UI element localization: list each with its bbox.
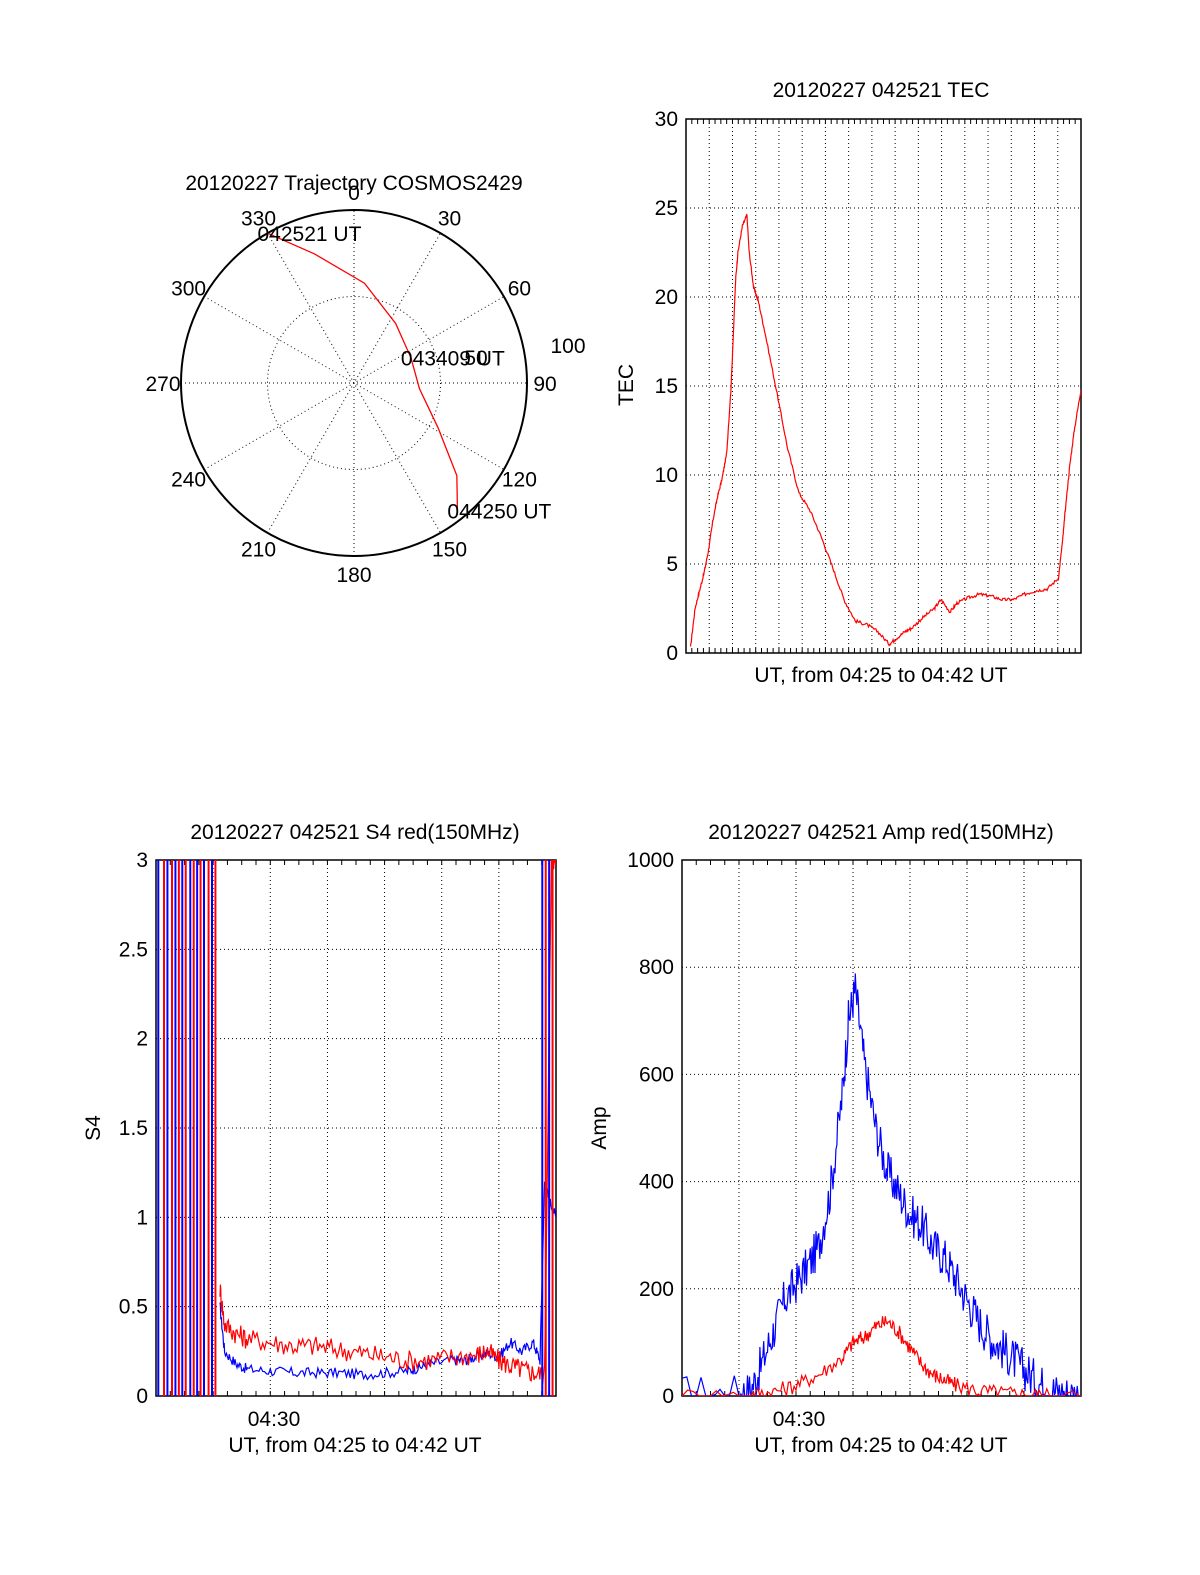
amp-xtick-label: 04:30 bbox=[773, 1408, 826, 1431]
amp-ytick-label: 800 bbox=[639, 956, 674, 979]
radial-label-50: 50 bbox=[464, 347, 487, 370]
azimuth-label-90: 90 bbox=[533, 373, 556, 396]
s4-ytick-label: 0 bbox=[136, 1385, 148, 1408]
tec-ytick-label: 10 bbox=[655, 464, 678, 487]
trajectory-track bbox=[267, 232, 459, 511]
amp-ytick-label: 600 bbox=[639, 1063, 674, 1086]
amp-series-1 bbox=[682, 1316, 1081, 1396]
polar-spoke-150 bbox=[267, 232, 441, 534]
s4-xlabel: UT, from 04:25 to 04:42 UT bbox=[228, 1434, 481, 1457]
azimuth-label-60: 60 bbox=[508, 278, 531, 301]
tec-frame bbox=[685, 118, 1082, 654]
azimuth-label-180: 180 bbox=[336, 564, 371, 587]
trajectory-annotation-0: 042521 UT bbox=[258, 223, 362, 246]
tec-panel: 20120227 042521 TEC UT, from 04:25 to 04… bbox=[615, 79, 1082, 687]
azimuth-label-300: 300 bbox=[171, 278, 206, 301]
azimuth-label-30: 30 bbox=[438, 208, 461, 231]
amp-ylabel: Amp bbox=[588, 1106, 611, 1149]
s4-ytick-label: 0.5 bbox=[119, 1296, 148, 1319]
tec-ytick-label: 25 bbox=[655, 197, 678, 220]
s4-panel: 20120227 042521 S4 red(150MHz) UT, from … bbox=[82, 821, 557, 1457]
tec-ytick-label: 0 bbox=[666, 642, 678, 665]
trajectory-line bbox=[267, 232, 459, 511]
s4-xtick-label: 04:30 bbox=[248, 1408, 301, 1431]
trajectory-polar-plot: 20120227 Trajectory COSMOS2429 0 30 60 90 12… bbox=[145, 172, 585, 587]
amp-ytick-label: 1000 bbox=[627, 849, 674, 872]
s4-ytick-label: 1.5 bbox=[119, 1117, 148, 1140]
tec-ytick-label: 20 bbox=[655, 286, 678, 309]
tec-title: 20120227 042521 TEC bbox=[773, 79, 990, 102]
azimuth-label-0: 0 bbox=[348, 182, 360, 205]
azimuth-label-150: 150 bbox=[432, 538, 467, 561]
amp-ytick-label: 200 bbox=[639, 1278, 674, 1301]
amp-frame bbox=[681, 859, 1082, 1397]
trajectory-annotations: 042521 UT 043409 UT 044250 UT bbox=[258, 223, 552, 524]
tec-series-0 bbox=[689, 213, 1081, 647]
tec-ylabel: TEC bbox=[615, 364, 638, 406]
s4-series-1 bbox=[219, 860, 556, 1384]
tec-ytick-label: 5 bbox=[666, 553, 678, 576]
radial-label-100: 100 bbox=[550, 335, 585, 358]
azimuth-label-330: 330 bbox=[241, 208, 276, 231]
tec-ytick-label: 15 bbox=[655, 375, 678, 398]
tec-ytick-label: 30 bbox=[655, 108, 678, 131]
azimuth-label-240: 240 bbox=[171, 469, 206, 492]
amp-title: 20120227 042521 Amp red(150MHz) bbox=[708, 821, 1054, 844]
azimuth-label-270: 270 bbox=[145, 373, 180, 396]
trajectory-annotation-1: 043409 UT bbox=[401, 348, 505, 371]
amp-xlabel: UT, from 04:25 to 04:42 UT bbox=[754, 1434, 1007, 1457]
amp-series-0 bbox=[682, 973, 1081, 1396]
azimuth-labels: 0 30 60 90 120 150 180 210 240 270 300 330 50 100 bbox=[145, 182, 585, 587]
s4-frame bbox=[155, 859, 557, 1397]
polar-inner-circle bbox=[267, 296, 441, 470]
s4-ytick-label: 2 bbox=[136, 1028, 148, 1051]
azimuth-label-210: 210 bbox=[241, 538, 276, 561]
s4-ylabel: S4 bbox=[82, 1115, 105, 1141]
amp-ytick-label: 400 bbox=[639, 1171, 674, 1194]
trajectory-title: 20120227 Trajectory COSMOS2429 bbox=[185, 172, 522, 195]
polar-grid bbox=[180, 209, 528, 557]
s4-series-0 bbox=[219, 1181, 556, 1381]
trajectory-annotation-2: 044250 UT bbox=[447, 501, 551, 524]
s4-ytick-label: 3 bbox=[136, 849, 148, 872]
s4-ytick-label: 2.5 bbox=[119, 938, 148, 961]
amp-panel: 20120227 042521 Amp red(150MHz) UT, from… bbox=[588, 821, 1082, 1457]
tec-xlabel: UT, from 04:25 to 04:42 UT bbox=[754, 664, 1007, 687]
azimuth-label-120: 120 bbox=[502, 469, 537, 492]
s4-ytick-label: 1 bbox=[136, 1206, 148, 1229]
s4-title: 20120227 042521 S4 red(150MHz) bbox=[190, 821, 519, 844]
amp-ytick-label: 0 bbox=[662, 1385, 674, 1408]
